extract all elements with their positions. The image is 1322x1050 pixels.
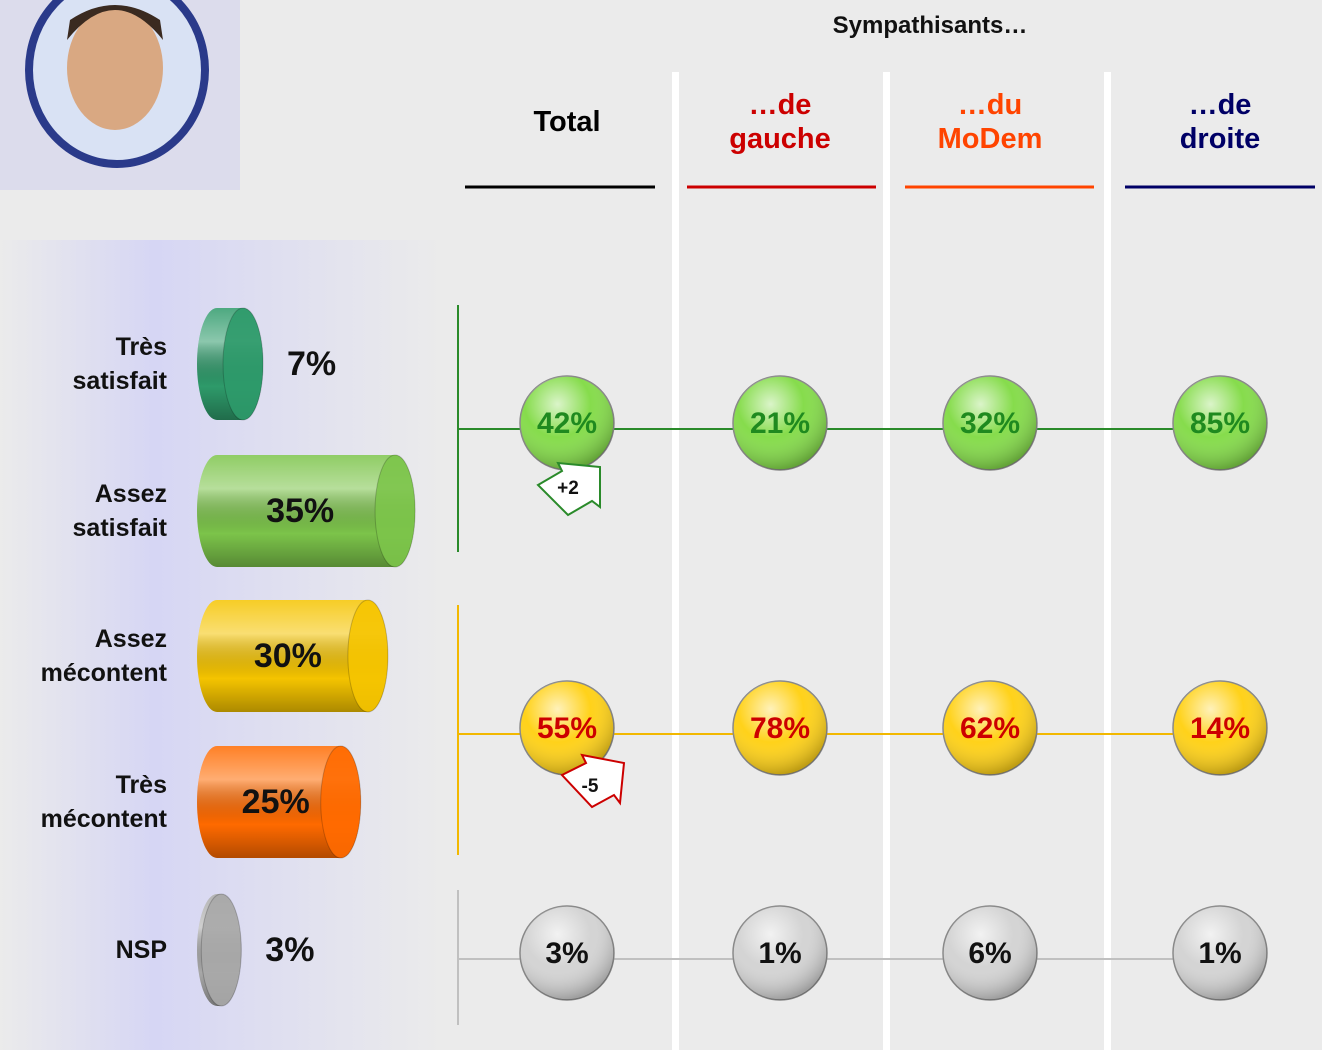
column-header: Total <box>533 106 601 138</box>
bubble-shine <box>943 906 1037 1000</box>
bubble-label: 42% <box>537 407 597 440</box>
category-label: Assez mécontent <box>40 625 167 687</box>
bubble-label: 85% <box>1190 407 1250 440</box>
separator <box>672 72 679 1050</box>
category-label: NSP <box>115 936 167 964</box>
bubble-label: 78% <box>750 712 810 745</box>
cylinder-cap <box>374 454 416 568</box>
column-header: …de gauche <box>729 89 831 155</box>
bubble-label: 6% <box>968 937 1011 970</box>
bubble-shine <box>1173 681 1267 775</box>
bubble-shine <box>733 906 827 1000</box>
cylinder-shine <box>197 746 361 858</box>
bubble-label: 62% <box>960 712 1020 745</box>
change-arrow <box>536 461 601 517</box>
bubble-shine <box>1173 376 1267 470</box>
bubble-shine <box>943 681 1037 775</box>
bubble-shine <box>520 376 614 470</box>
cylinder-cap <box>222 307 264 421</box>
cylinder-cap <box>200 893 242 1007</box>
bubble-shine <box>733 681 827 775</box>
bubble-label: 1% <box>1198 937 1241 970</box>
chart-title: Sympathisants… <box>832 12 1028 39</box>
cylinder-cap <box>347 599 389 713</box>
cylinder-shine <box>197 455 416 567</box>
bubble-shine <box>520 906 614 1000</box>
value-label: 7% <box>287 345 336 383</box>
bubble-shine <box>520 681 614 775</box>
bubble-label: 1% <box>758 937 801 970</box>
bubble-label: 21% <box>750 407 810 440</box>
category-label: Très satisfait <box>72 333 167 395</box>
column-header: …du MoDem <box>937 89 1043 155</box>
change-label: +2 <box>557 478 579 499</box>
value-label: 3% <box>265 931 314 969</box>
photo-hair <box>67 5 163 40</box>
bubble-label: 14% <box>1190 712 1250 745</box>
bubble-label: 3% <box>545 937 588 970</box>
value-label: 30% <box>254 637 322 675</box>
bubble-shine <box>943 376 1037 470</box>
cylinder-shine <box>197 600 388 712</box>
column-header: …de droite <box>1179 89 1261 155</box>
change-arrow <box>560 753 626 809</box>
change-label: -5 <box>582 776 599 797</box>
bubble-label: 55% <box>537 712 597 745</box>
separator <box>883 72 890 1050</box>
category-label: Assez satisfait <box>72 480 167 542</box>
separator <box>1104 72 1111 1050</box>
bubble-shine <box>733 376 827 470</box>
category-label: Très mécontent <box>40 771 167 833</box>
photo-face <box>67 6 163 130</box>
cylinder-cap <box>320 745 362 859</box>
value-label: 35% <box>266 492 334 530</box>
value-label: 25% <box>242 783 310 821</box>
bubble-shine <box>1173 906 1267 1000</box>
bubble-label: 32% <box>960 407 1020 440</box>
